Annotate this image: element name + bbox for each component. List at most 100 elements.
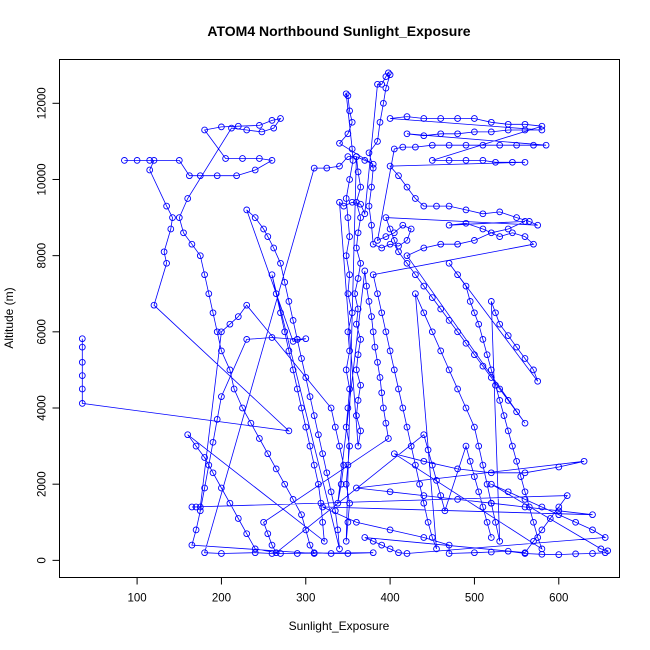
data-point <box>412 290 419 298</box>
data-point <box>258 128 266 136</box>
data-point <box>298 404 305 412</box>
data-point <box>334 526 342 534</box>
data-point <box>369 164 377 172</box>
data-point <box>487 480 495 488</box>
data-point <box>175 214 183 221</box>
data-point <box>239 404 246 412</box>
data-point <box>504 397 512 404</box>
data-point <box>496 208 504 216</box>
data-point <box>382 214 390 221</box>
data-point <box>268 157 276 164</box>
data-point <box>483 518 491 526</box>
data-point <box>454 328 461 336</box>
data-point <box>270 244 278 252</box>
data-point <box>336 162 343 170</box>
data-point <box>302 374 310 381</box>
data-point <box>437 305 445 313</box>
data-point <box>340 461 348 469</box>
x-tick-label: 100 <box>127 593 146 605</box>
x-tick-label: 400 <box>381 593 400 605</box>
data-point <box>196 172 204 180</box>
data-point <box>378 244 386 252</box>
data-point <box>428 328 436 336</box>
data-point <box>192 526 200 534</box>
data-point <box>420 309 428 317</box>
data-point <box>369 271 377 279</box>
data-point <box>196 503 204 511</box>
data-point <box>348 118 356 126</box>
data-point <box>251 166 259 174</box>
data-point <box>315 480 322 488</box>
data-point <box>323 164 331 172</box>
data-point <box>354 397 362 404</box>
data-point <box>386 225 394 233</box>
data-point <box>483 480 491 488</box>
data-point <box>572 550 579 558</box>
data-point <box>272 465 280 473</box>
data-point <box>395 385 402 393</box>
data-point <box>462 339 470 347</box>
data-point <box>133 157 141 164</box>
data-point <box>462 282 470 290</box>
data-point <box>230 385 238 393</box>
data-point <box>374 358 381 366</box>
data-point <box>428 534 436 541</box>
data-point <box>310 412 318 419</box>
data-point <box>563 492 571 499</box>
data-point <box>454 271 461 279</box>
data-point <box>521 549 529 557</box>
data-point <box>390 366 398 374</box>
data-point <box>336 139 343 147</box>
data-point <box>445 202 453 210</box>
data-point <box>160 248 168 256</box>
data-point <box>475 442 483 450</box>
data-point <box>517 473 525 480</box>
data-point <box>226 366 234 374</box>
data-point <box>289 496 297 503</box>
data-point <box>315 431 322 439</box>
data-point <box>504 225 512 233</box>
data-point <box>376 118 384 126</box>
data-point <box>277 259 284 267</box>
y-tick-label: 4000 <box>37 395 49 421</box>
data-point <box>247 419 255 427</box>
data-point <box>256 122 263 129</box>
data-point <box>268 550 276 557</box>
data-point <box>302 335 310 343</box>
y-tick-label: 0 <box>37 557 49 563</box>
data-point <box>228 124 235 132</box>
x-axis: 100 200 300 400 500 600 <box>127 577 568 605</box>
data-point <box>530 518 537 526</box>
data-point <box>424 446 432 454</box>
data-point <box>500 412 508 419</box>
data-point <box>487 374 495 381</box>
data-point <box>285 347 293 355</box>
data-point <box>386 240 394 248</box>
data-point <box>175 157 183 164</box>
data-point <box>331 507 339 515</box>
data-point <box>382 328 390 336</box>
data-point <box>555 463 563 471</box>
data-point <box>272 549 280 557</box>
data-point <box>395 248 402 256</box>
data-point <box>428 294 436 301</box>
data-point <box>349 157 357 164</box>
data-point <box>357 200 364 208</box>
data-point <box>386 545 394 553</box>
data-point <box>320 537 328 545</box>
data-point <box>319 503 326 511</box>
data-point <box>487 534 495 541</box>
y-tick-label: 2000 <box>37 471 49 497</box>
data-point <box>487 298 495 305</box>
data-point <box>374 237 381 244</box>
data-point <box>538 122 546 130</box>
data-point <box>289 366 297 374</box>
data-point <box>509 442 516 450</box>
data-point <box>327 404 335 412</box>
data-point <box>196 507 204 515</box>
data-point <box>327 488 335 496</box>
data-point <box>78 385 86 393</box>
data-point <box>471 237 478 244</box>
data-point <box>234 122 242 130</box>
data-point <box>492 158 499 166</box>
